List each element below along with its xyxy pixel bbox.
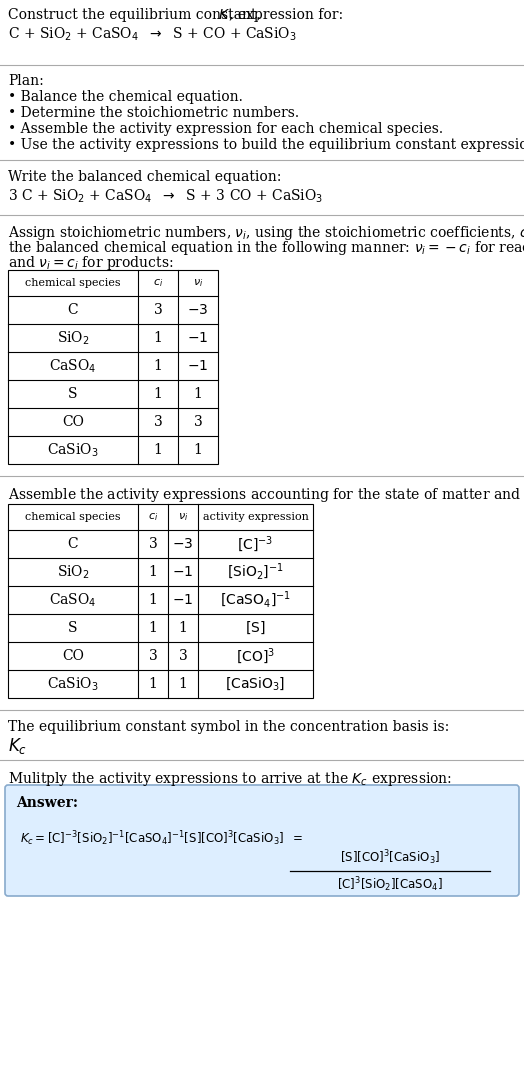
Text: 1: 1	[149, 593, 157, 607]
Text: 3: 3	[154, 415, 162, 429]
Text: CaSiO$_3$: CaSiO$_3$	[47, 441, 99, 458]
Text: CO: CO	[62, 649, 84, 663]
Text: Construct the equilibrium constant,: Construct the equilibrium constant,	[8, 8, 265, 23]
Text: $[\mathrm{SiO_2}]^{-1}$: $[\mathrm{SiO_2}]^{-1}$	[227, 562, 284, 583]
Text: Answer:: Answer:	[16, 796, 78, 810]
Text: the balanced chemical equation in the following manner: $\nu_i = -c_i$ for react: the balanced chemical equation in the fo…	[8, 239, 524, 258]
Bar	[8, 504, 313, 699]
Text: 1: 1	[179, 677, 188, 691]
Text: , expression for:: , expression for:	[229, 8, 343, 23]
Text: S: S	[68, 387, 78, 401]
Text: C + SiO$_2$ + CaSO$_4$  $\rightarrow$  S + CO + CaSiO$_3$: C + SiO$_2$ + CaSO$_4$ $\rightarrow$ S +…	[8, 26, 297, 43]
Text: 1: 1	[179, 621, 188, 635]
Text: 3: 3	[194, 415, 202, 429]
Text: S: S	[68, 621, 78, 635]
Text: 1: 1	[193, 387, 202, 401]
Text: $K_c = [\mathrm{C}]^{-3}[\mathrm{SiO_2}]^{-1}[\mathrm{CaSO_4}]^{-1}[\mathrm{S}][: $K_c = [\mathrm{C}]^{-3}[\mathrm{SiO_2}]…	[20, 829, 303, 848]
Text: 1: 1	[154, 330, 162, 346]
Text: Mulitply the activity expressions to arrive at the $K_c$ expression:: Mulitply the activity expressions to arr…	[8, 770, 452, 788]
Text: chemical species: chemical species	[25, 278, 121, 288]
Text: 1: 1	[154, 387, 162, 401]
Text: $c_i$: $c_i$	[153, 277, 163, 289]
Text: 1: 1	[154, 359, 162, 373]
Text: $[\mathrm{CaSO_4}]^{-1}$: $[\mathrm{CaSO_4}]^{-1}$	[220, 590, 291, 611]
Text: 1: 1	[154, 443, 162, 457]
Text: $K_c$: $K_c$	[8, 736, 27, 756]
Text: Write the balanced chemical equation:: Write the balanced chemical equation:	[8, 170, 281, 183]
Text: and $\nu_i = c_i$ for products:: and $\nu_i = c_i$ for products:	[8, 254, 173, 271]
Text: 3: 3	[179, 649, 188, 663]
Text: $K$: $K$	[218, 8, 230, 23]
Text: The equilibrium constant symbol in the concentration basis is:: The equilibrium constant symbol in the c…	[8, 720, 449, 734]
Text: $[\mathrm{C}]^3[\mathrm{SiO_2}][\mathrm{CaSO_4}]$: $[\mathrm{C}]^3[\mathrm{SiO_2}][\mathrm{…	[337, 874, 443, 894]
Bar	[8, 270, 218, 464]
Text: 1: 1	[149, 621, 157, 635]
Text: • Assemble the activity expression for each chemical species.: • Assemble the activity expression for e…	[8, 122, 443, 136]
Text: $-3$: $-3$	[188, 303, 209, 317]
Text: CaSO$_4$: CaSO$_4$	[49, 357, 97, 374]
Text: 3: 3	[149, 536, 157, 552]
Text: $-3$: $-3$	[172, 536, 194, 552]
Text: $[\mathrm{S}][\mathrm{CO}]^3[\mathrm{CaSiO_3}]$: $[\mathrm{S}][\mathrm{CO}]^3[\mathrm{CaS…	[340, 848, 440, 867]
Text: $-1$: $-1$	[188, 330, 209, 346]
Text: $-1$: $-1$	[188, 359, 209, 373]
Text: chemical species: chemical species	[25, 512, 121, 521]
Text: 1: 1	[193, 443, 202, 457]
Text: SiO$_2$: SiO$_2$	[57, 329, 89, 347]
Text: CO: CO	[62, 415, 84, 429]
Text: C: C	[68, 536, 78, 552]
Text: 3 C + SiO$_2$ + CaSO$_4$  $\rightarrow$  S + 3 CO + CaSiO$_3$: 3 C + SiO$_2$ + CaSO$_4$ $\rightarrow$ S…	[8, 188, 323, 205]
Text: $[\mathrm{S}]$: $[\mathrm{S}]$	[245, 620, 266, 636]
Text: 1: 1	[149, 565, 157, 579]
Text: $[\mathrm{CaSiO_3}]$: $[\mathrm{CaSiO_3}]$	[225, 676, 286, 692]
Text: • Balance the chemical equation.: • Balance the chemical equation.	[8, 90, 243, 104]
Text: activity expression: activity expression	[203, 512, 309, 521]
Text: • Determine the stoichiometric numbers.: • Determine the stoichiometric numbers.	[8, 106, 299, 120]
Text: Assign stoichiometric numbers, $\nu_i$, using the stoichiometric coefficients, $: Assign stoichiometric numbers, $\nu_i$, …	[8, 224, 524, 242]
Text: $-1$: $-1$	[172, 565, 194, 579]
Text: $-1$: $-1$	[172, 593, 194, 607]
Text: $\nu_i$: $\nu_i$	[193, 277, 203, 289]
Text: SiO$_2$: SiO$_2$	[57, 563, 89, 580]
Text: Plan:: Plan:	[8, 74, 43, 88]
Text: C: C	[68, 303, 78, 317]
Text: 3: 3	[149, 649, 157, 663]
Text: $[\mathrm{C}]^{-3}$: $[\mathrm{C}]^{-3}$	[237, 534, 274, 554]
Text: 3: 3	[154, 303, 162, 317]
FancyBboxPatch shape	[5, 785, 519, 896]
Text: $\nu_i$: $\nu_i$	[178, 511, 188, 523]
Text: • Use the activity expressions to build the equilibrium constant expression.: • Use the activity expressions to build …	[8, 138, 524, 152]
Text: Assemble the activity expressions accounting for the state of matter and $\nu_i$: Assemble the activity expressions accoun…	[8, 486, 524, 504]
Text: 1: 1	[149, 677, 157, 691]
Text: $[\mathrm{CO}]^3$: $[\mathrm{CO}]^3$	[236, 646, 275, 666]
Text: $c_i$: $c_i$	[148, 511, 158, 523]
Text: CaSiO$_3$: CaSiO$_3$	[47, 675, 99, 693]
Text: CaSO$_4$: CaSO$_4$	[49, 591, 97, 608]
